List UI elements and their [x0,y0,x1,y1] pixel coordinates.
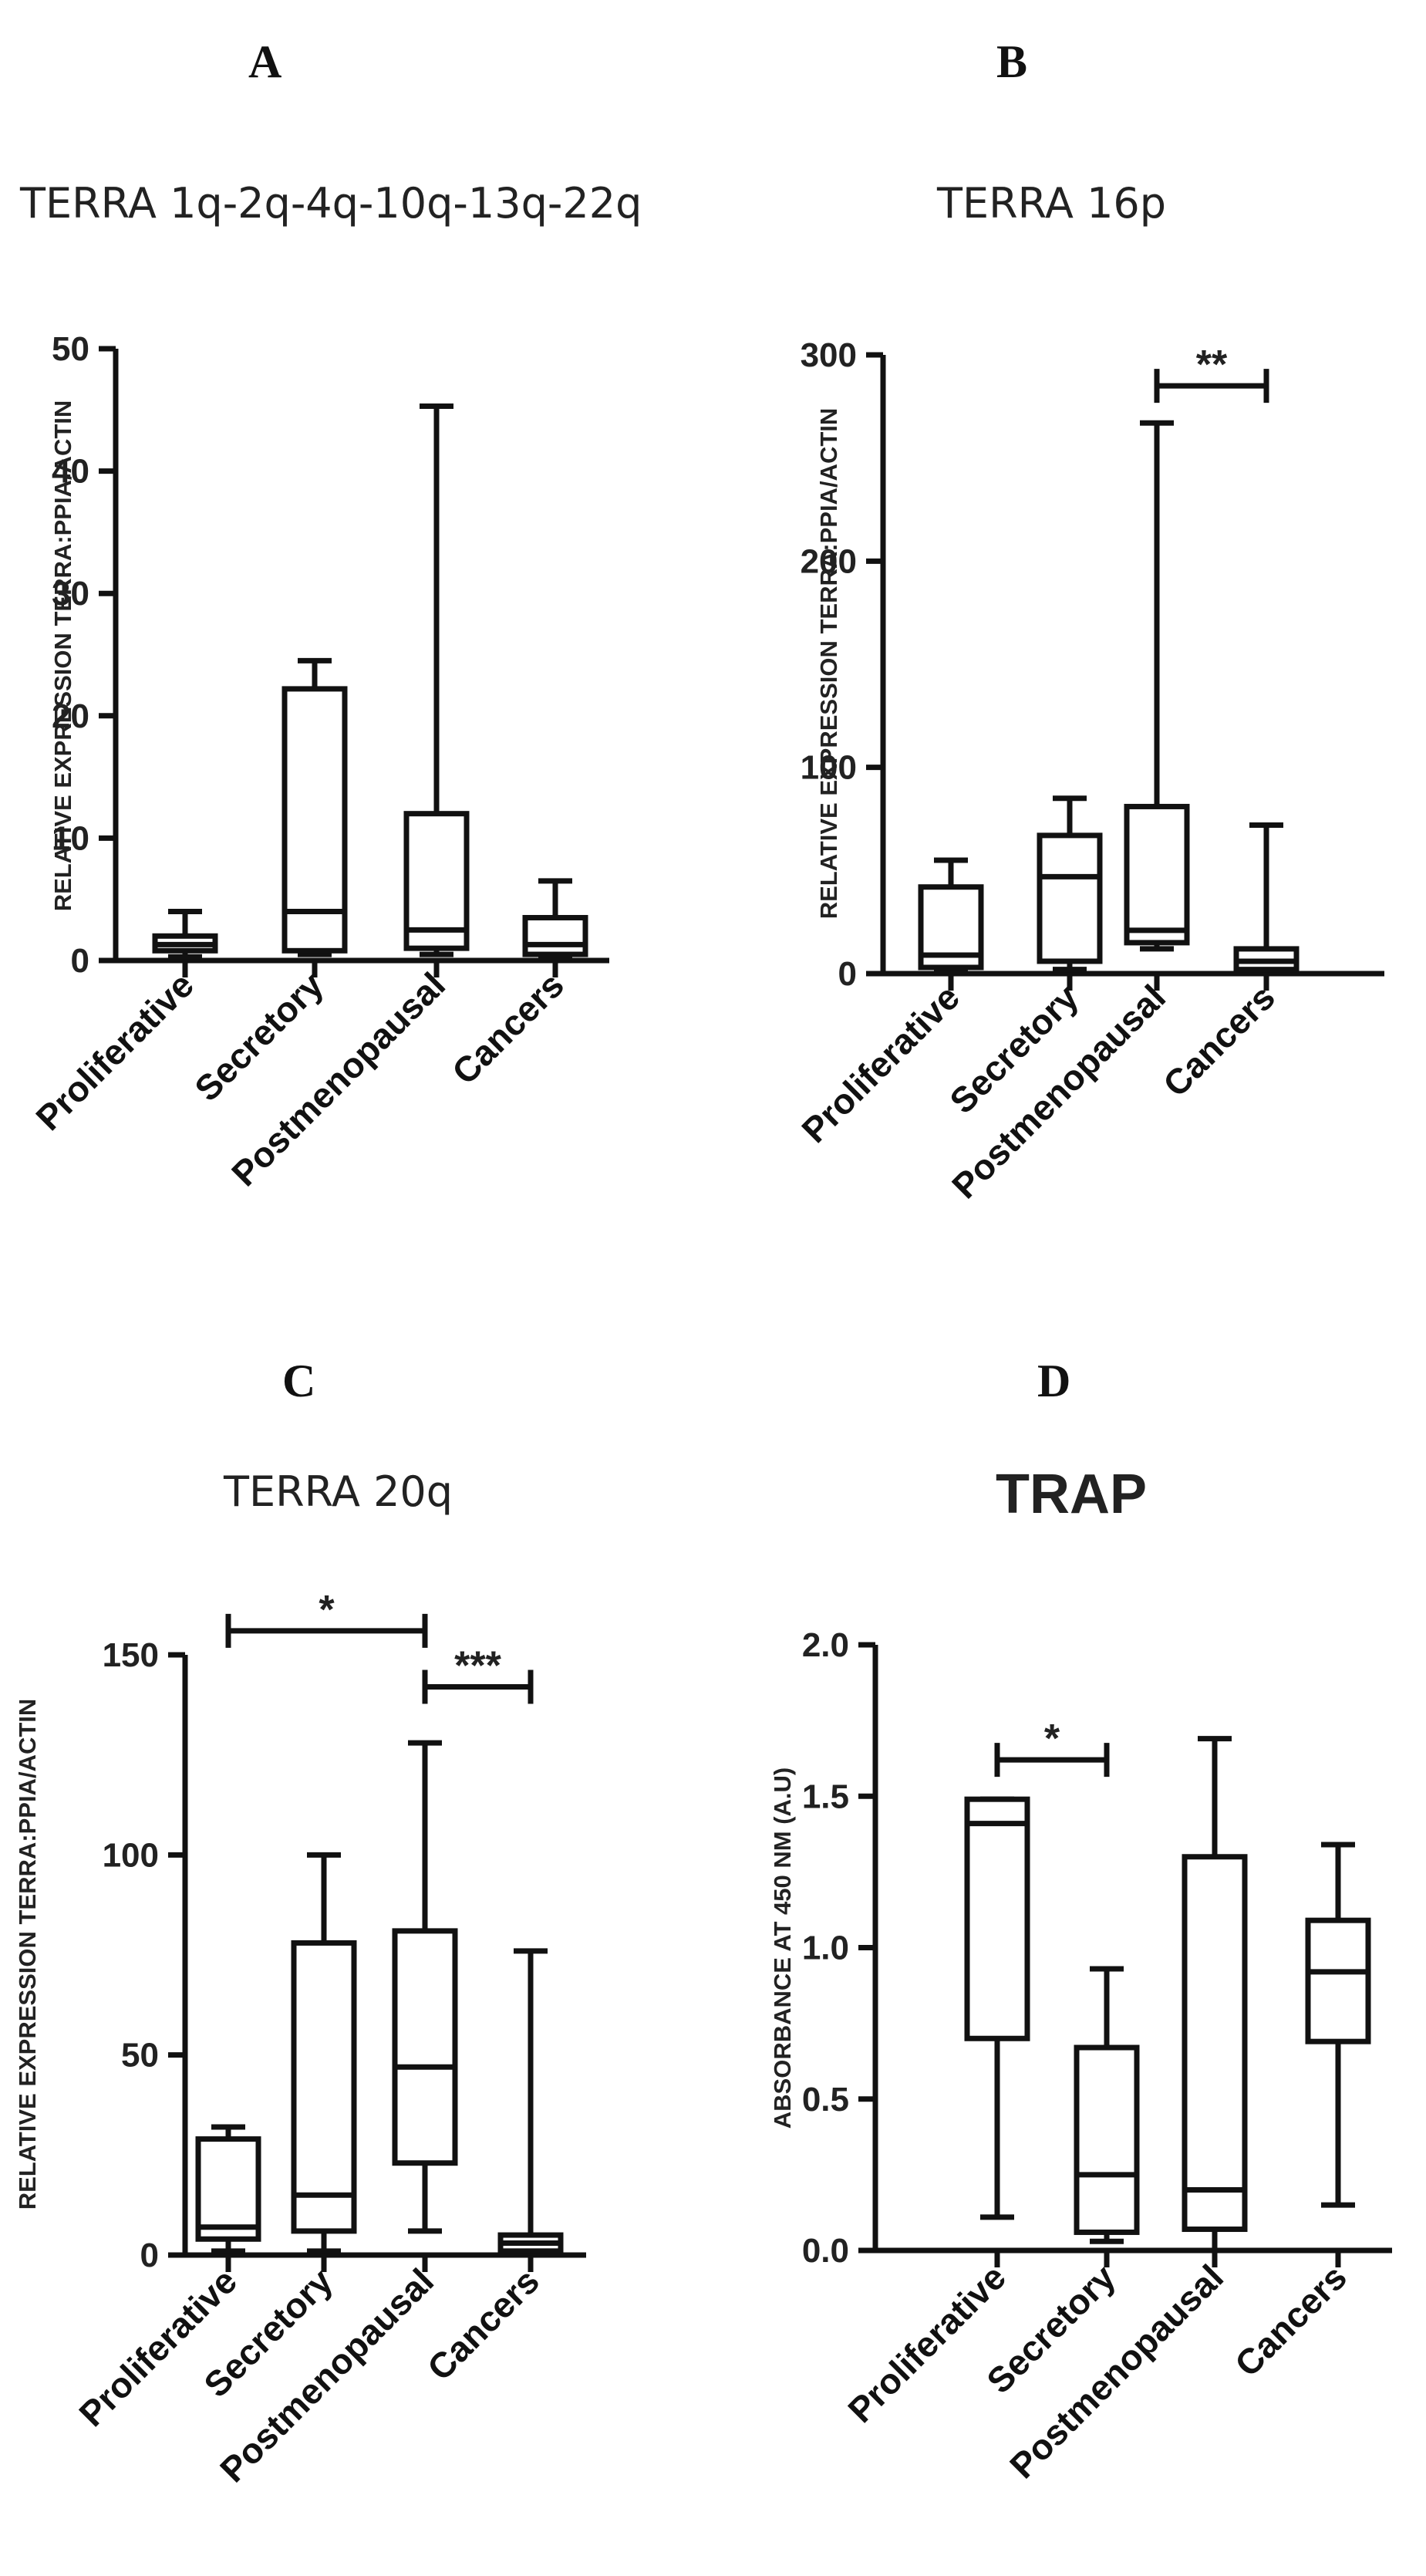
significance-label: *** [454,1643,501,1688]
box-postmenopausal [1182,1736,1248,2267]
chart-c: 0 50 100 150 RELATIVE EXPRESSION TERRA:PPIA/… [14,1588,586,2490]
box-postmenopausal [403,403,470,977]
panel-letter: D [1037,1356,1071,1406]
panel-d: D TRAP 0.0 0.5 1.0 1.5 2.0 ABSORBANCE AT 450 … [713,1288,1426,2576]
box-cancers [497,1948,564,2272]
y-tick-label: 1.0 [802,1929,849,1967]
box-postmenopausal [1124,420,1190,991]
chart-title: TERRA 20q [224,1467,453,1516]
y-tick-label: 10 [52,819,89,857]
significance-bracket: * [225,1588,428,1648]
y-tick-label: 20 [52,697,89,735]
y-tick-label: 0 [71,942,89,980]
chart-title: TRAP [996,1464,1147,1525]
panel-c: C TERRA 20q 0 50 100 150 RELATIVE EXPRESSION… [0,1288,713,2576]
category-label: Cancers [1227,2257,1354,2384]
y-tick-label: 300 [801,336,857,374]
y-axis-label: ABSORBANCE AT 450 NM (A.U) [769,1767,796,2129]
iqr-box [403,811,470,951]
y-tick-label: 0 [140,2237,159,2274]
iqr-box [1182,1854,1248,2233]
chart-a: 0 10 20 30 40 50 RELATIVE EXPRESSION TERRA:PPI… [28,330,609,1193]
significance-bracket: *** [422,1643,534,1704]
iqr-box [1124,803,1190,946]
box-secretory [1037,795,1103,991]
chart-title: TERRA 16p [937,179,1167,228]
iqr-box [392,1928,458,2166]
iqr-box [964,1796,1030,2041]
box-secretory [1074,1966,1140,2267]
box-secretory [281,657,348,977]
panel-b: B TERRA 16p 0 100 200 300 RELATIVE EXPRESSIO… [713,0,1426,1288]
y-tick-label: 40 [52,453,89,491]
category-label: Cancers [444,964,571,1092]
box-postmenopausal [392,1740,458,2272]
category-label: Cancers [420,2260,547,2388]
significance-label: * [319,1588,335,1632]
panel-letter: B [996,36,1028,87]
panel-a: A TERRA 1q-2q-4q-10q-13q-22q 0 10 20 30 40 50… [0,0,713,1288]
box-proliferative [195,2124,261,2272]
category-label: Proliferative [794,977,967,1150]
chart-b: 0 100 200 300 RELATIVE EXPRESSION TERRA:PPIA… [794,336,1384,1206]
significance-label: ** [1196,343,1228,387]
y-axis-label: RELATIVE EXPRESSION TERRA:PPIA/ACTIN [14,1699,41,2210]
y-tick-label: 0.5 [802,2081,849,2119]
y-tick-label: 100 [801,749,857,787]
box-proliferative [152,909,218,977]
significance-bracket: ** [1154,343,1269,403]
y-tick-label: 50 [52,330,89,368]
panel-letter: A [248,36,282,87]
panel-letter: C [282,1356,316,1406]
box-cancers [1305,1842,1371,2267]
iqr-box [281,686,348,954]
y-tick-label: 2.0 [802,1626,849,1664]
y-axis-label: RELATIVE EXPRESSION TERRA:PPIA/ACTIN [815,408,842,920]
box-secretory [291,1852,357,2272]
category-label: Proliferative [71,2260,244,2434]
y-tick-label: 0 [838,955,857,993]
iqr-box [522,914,588,957]
category-label: Cancers [1155,977,1283,1104]
significance-label: * [1044,1717,1060,1761]
y-tick-label: 50 [121,2037,159,2075]
significance-bracket: * [994,1717,1110,1778]
chart-title: TERRA 1q-2q-4q-10q-13q-22q [20,179,642,228]
box-proliferative [918,857,984,991]
y-tick-label: 0.0 [802,2232,849,2270]
box-proliferative [964,1796,1030,2267]
y-axis-label: RELATIVE EXPRESSION TERRA:PPIA/ACTIN [49,400,76,912]
box-cancers [1233,822,1300,991]
category-label: Postmenopausal [224,964,453,1193]
iqr-box [1305,1917,1371,2044]
box-cancers [522,878,588,977]
iqr-box [195,2136,261,2242]
category-label: Proliferative [840,2257,1013,2430]
iqr-box [1074,2044,1140,2235]
iqr-box [1037,832,1103,964]
category-label: Proliferative [28,964,201,1138]
y-tick-label: 100 [103,1836,159,1874]
y-tick-label: 30 [52,575,89,613]
y-tick-label: 200 [801,542,857,580]
iqr-box [291,1940,357,2234]
y-tick-label: 150 [103,1636,159,1674]
y-tick-label: 1.5 [802,1778,849,1815]
chart-d: 0.0 0.5 1.0 1.5 2.0 ABSORBANCE AT 450 NM (A.U… [769,1626,1392,2486]
